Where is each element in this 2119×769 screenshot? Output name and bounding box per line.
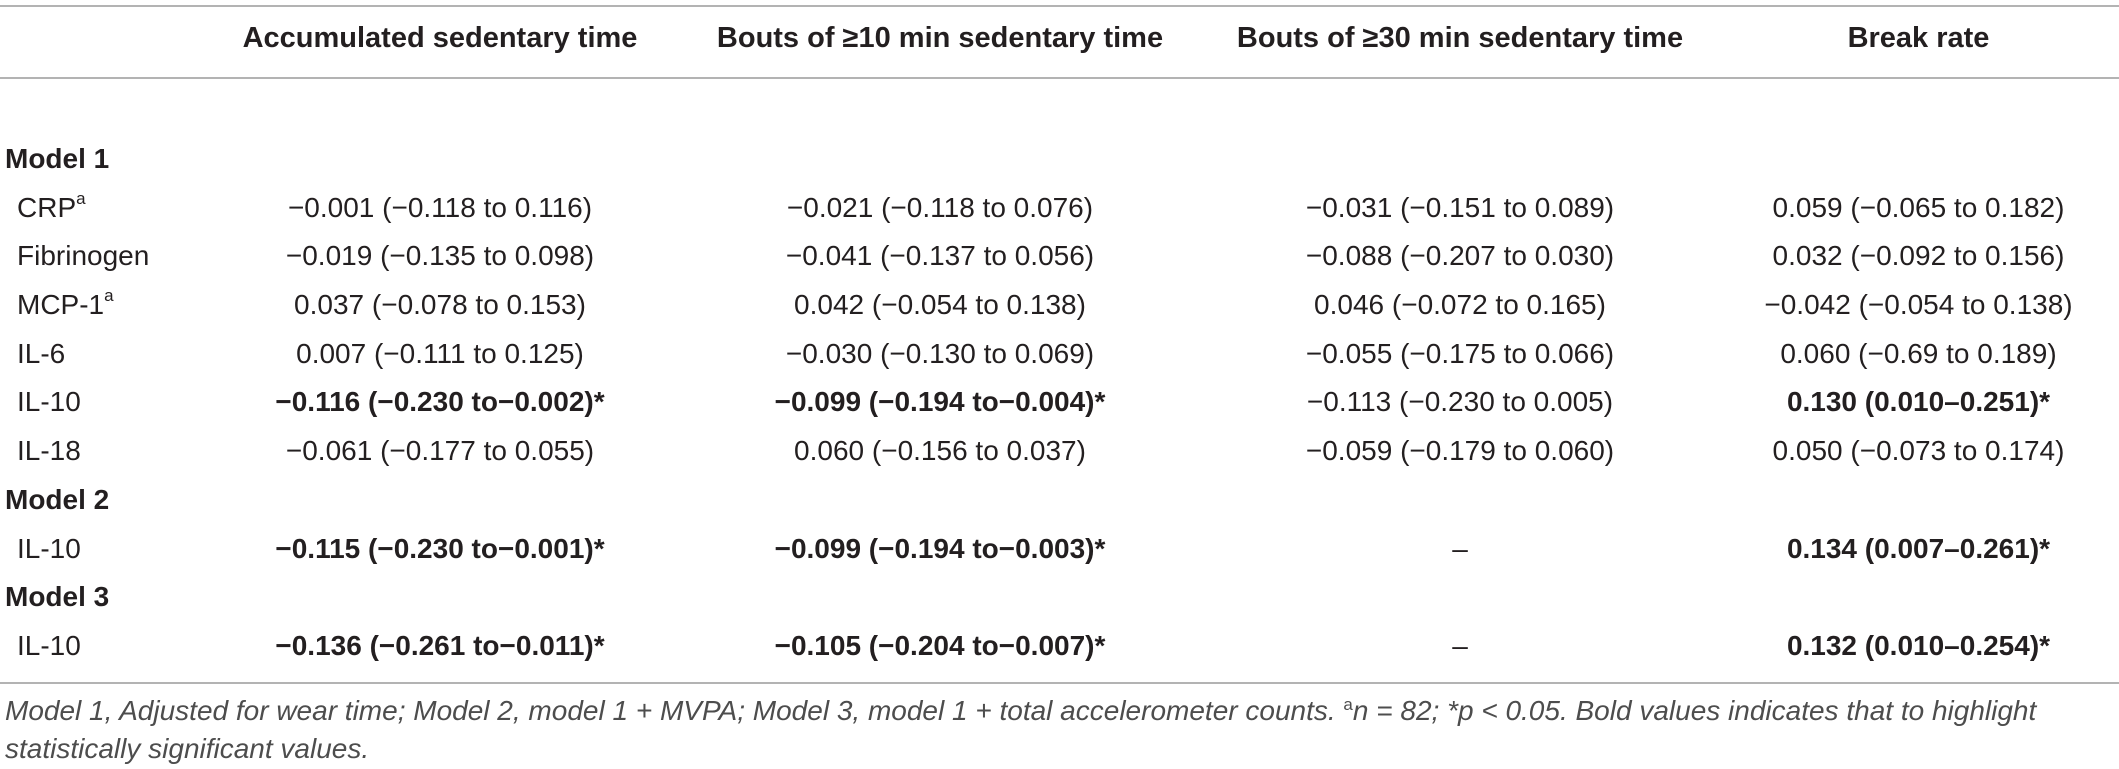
model-section-heading: Model 3 [0,573,2119,622]
table-cell: 0.032 (−0.092 to 0.156) [1772,240,2065,272]
table-cell: −0.001 (−0.118 to 0.116) [287,191,593,223]
column-header-break-rate: Break rate [1847,22,1990,54]
model-section-heading: Model 1 [0,135,2119,184]
table-cell: −0.031 (−0.151 to 0.089) [1305,191,1615,223]
table-row: IL-10 −0.115 (−0.230 to−0.001)* −0.099 (−0… [0,525,2119,574]
footnote-text: Model 1, Adjusted for wear time; Model 2… [5,695,1344,726]
table-bottom-rule [0,682,2119,684]
row-label-text: MCP-1 [17,289,105,321]
table-cell: 0.132 (0.010–0.254)* [1786,629,2051,661]
table-row: CRPa −0.001 (−0.118 to 0.116) −0.021 (−0.1… [0,184,2119,233]
table-cell: 0.060 (−0.156 to 0.037) [794,435,1086,467]
row-label-text: IL-18 [17,435,81,467]
table-cell: −0.099 (−0.194 to−0.004)* [774,386,1106,418]
row-label: IL-10 [17,378,81,427]
row-label-text: Fibrinogen [17,240,150,272]
row-label-superscript: a [104,286,114,306]
model-label: Model 2 [5,483,110,515]
table-cell: −0.055 (−0.175 to 0.066) [1305,337,1615,369]
row-label: IL-18 [17,427,81,476]
column-header-bouts-10: Bouts of ≥10 min sedentary time [716,22,1164,54]
table-cell: −0.030 (−0.130 to 0.069) [785,337,1095,369]
table-row: IL-10 −0.116 (−0.230 to−0.002)* −0.099 (−0… [0,378,2119,427]
row-label-text: IL-10 [17,629,81,661]
table-cell: 0.037 (−0.078 to 0.153) [294,289,586,321]
table-cell: 0.046 (−0.072 to 0.165) [1314,289,1606,321]
table-cell: – [1452,629,1468,661]
table-cell: 0.060 (−0.69 to 0.189) [1780,337,2057,369]
table-cell: −0.059 (−0.179 to 0.060) [1305,435,1615,467]
footnote-text-continued: n = 82; *p < 0.05. Bold values indicates… [5,695,2037,764]
column-header-accumulated: Accumulated sedentary time [242,22,638,54]
column-header-bouts-30: Bouts of ≥30 min sedentary time [1236,22,1684,54]
table-cell: 0.050 (−0.073 to 0.174) [1772,435,2065,467]
table-cell: −0.136 (−0.261 to−0.011)* [275,629,605,661]
table-cell: −0.105 (−0.204 to−0.007)* [774,629,1106,661]
table-cell: −0.021 (−0.118 to 0.076) [786,191,1094,223]
table-row: IL-10 −0.136 (−0.261 to−0.011)* −0.105 (−0… [0,622,2119,671]
footnote-superscript: a [1343,695,1353,714]
model-label: Model 3 [5,581,110,613]
table-cell: 0.059 (−0.065 to 0.182) [1772,191,2065,223]
table-cell: −0.099 (−0.194 to−0.003)* [774,532,1106,564]
table-cell: 0.042 (−0.054 to 0.138) [794,289,1086,321]
row-label-text: CRP [17,191,77,223]
table-cell: −0.019 (−0.135 to 0.098) [285,240,595,272]
model-section-heading: Model 2 [0,476,2119,525]
row-label-text: IL-6 [17,337,66,369]
table-row: IL-6 0.007 (−0.111 to 0.125) −0.030 (−0.13… [0,330,2119,379]
table-cell: −0.113 (−0.230 to 0.005) [1306,386,1614,418]
table-row: MCP-1a 0.037 (−0.078 to 0.153) 0.042 (−0.0… [0,281,2119,330]
row-label-text: IL-10 [17,532,81,564]
table-row: Fibrinogen −0.019 (−0.135 to 0.098) −0.041… [0,232,2119,281]
table-body: Model 1 CRPa −0.001 (−0.118 to 0.116) −0.02… [0,135,2119,671]
table-row: IL-18 −0.061 (−0.177 to 0.055) 0.060 (−0.1… [0,427,2119,476]
row-label: IL-10 [17,622,81,671]
table-header-rule [0,77,2119,79]
row-label-superscript: a [76,188,86,208]
table-cell: 0.007 (−0.111 to 0.125) [296,337,584,369]
table-cell: −0.061 (−0.177 to 0.055) [285,435,595,467]
table-cell: 0.130 (0.010–0.251)* [1786,386,2051,418]
table-cell: −0.115 (−0.230 to−0.001)* [275,532,605,564]
table-cell: −0.116 (−0.230 to−0.002)* [275,386,605,418]
table-cell: −0.042 (−0.054 to 0.138) [1764,289,2073,321]
table-footnote: Model 1, Adjusted for wear time; Model 2… [5,692,2110,768]
model-label: Model 1 [5,143,110,174]
table-cell: −0.041 (−0.137 to 0.056) [785,240,1095,272]
row-label: IL-10 [17,525,81,574]
table-cell: −0.088 (−0.207 to 0.030) [1305,240,1615,272]
row-label: IL-6 [17,330,65,379]
row-label: MCP-1a [17,281,114,330]
table-cell: – [1452,532,1468,564]
row-label-text: IL-10 [17,386,81,418]
table-top-rule [0,5,2119,7]
table-cell: 0.134 (0.007–0.261)* [1786,532,2051,564]
row-label: Fibrinogen [17,232,149,281]
row-label: CRPa [17,184,86,233]
